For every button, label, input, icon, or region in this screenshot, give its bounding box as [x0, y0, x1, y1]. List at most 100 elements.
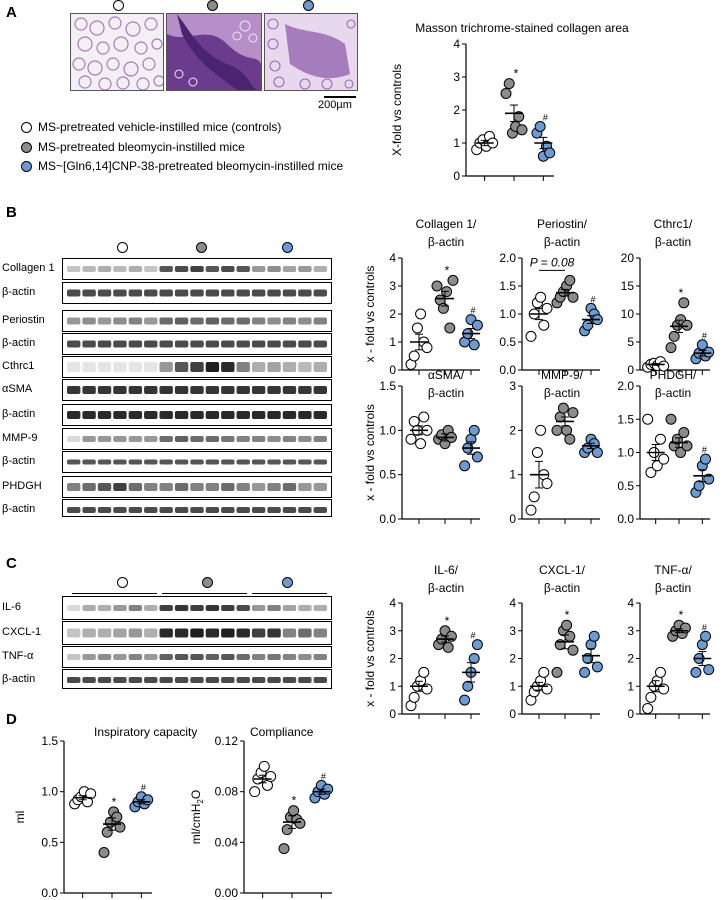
compliance-title: Compliance [250, 725, 314, 739]
cxcl1-point [538, 666, 550, 678]
tnfa-point [690, 666, 702, 678]
blot-c-group-dot-control [117, 577, 128, 588]
il6-y-tick-label: 2 [389, 652, 396, 666]
blot-b-label-10: β-actin [2, 503, 36, 515]
blot-c-bands-0 [67, 605, 327, 611]
legend-item-bleomycin: MS-pretreated bleomycin-instilled mice [21, 140, 245, 154]
blot-c-group-line-cnp [252, 593, 327, 594]
tnfa-y-tick-label: 1 [627, 679, 634, 693]
blot-b-label-7: MMP-9 [2, 432, 38, 444]
phdgh-point [678, 427, 690, 439]
blot-b-bands-8 [67, 459, 327, 465]
il6-y-tick-label: 1 [389, 679, 396, 693]
cthrc1-significance-mark: # [702, 331, 707, 341]
panel-letter-d: D [6, 711, 17, 728]
phdgh-point [645, 466, 657, 478]
cthrc1-significance-mark: * [679, 286, 684, 300]
mmp9-point [564, 433, 576, 445]
legend-swatch-control [21, 121, 32, 133]
mmp9-y-tick-label: 2 [509, 423, 516, 437]
cthrc1-point [696, 339, 708, 351]
cthrc1-point [665, 342, 677, 354]
blot-c-bands-1 [67, 628, 327, 638]
asma-y-tick-label: 1.0 [379, 423, 396, 437]
mmp9-y-tick-label: 1 [509, 468, 516, 482]
masson-y-label: X-fold vs controls [390, 64, 404, 156]
periostin-y-tick-label: 2.0 [499, 251, 516, 265]
masson-point [516, 124, 528, 136]
periostin-title: Periostin/ [537, 217, 588, 231]
blot-c-group-line-control [72, 593, 157, 594]
blot-b-label-5: αSMA [2, 383, 33, 395]
cxcl1-point [591, 661, 603, 673]
blot-b-bands-9 [67, 483, 327, 491]
compliance-point [258, 760, 270, 772]
cthrc1-title-line2: β-actin [655, 235, 691, 249]
ic-point [111, 811, 123, 823]
il6-y-tick-label: 4 [389, 596, 396, 610]
collagen-y-tick-label: 0 [389, 363, 396, 377]
il6-y-tick-label: 0 [389, 707, 396, 721]
blot-group-dot-bleomycin [196, 242, 207, 253]
il6-y-label: x - fold vs controls [363, 610, 377, 707]
blot-group-dot-cnp [282, 242, 293, 253]
mmp9-point [535, 424, 547, 436]
cxcl1-point [561, 619, 573, 631]
cthrc1-point [681, 319, 693, 331]
phdgh-y-tick-label: 0.0 [617, 512, 634, 526]
periostin-point [564, 274, 576, 286]
collagen-title-line2: β-actin [428, 235, 464, 249]
phdgh-title: PHDGH/ [650, 368, 697, 382]
phdgh-y-tick-label: 1.0 [617, 446, 634, 460]
phdgh-y-tick-label: 2.0 [617, 379, 634, 393]
group-dot-cnp [303, 0, 314, 11]
tnfa-significance-mark: * [679, 608, 684, 622]
collagen-point [411, 322, 423, 334]
phdgh-title-line2: β-actin [655, 386, 691, 400]
mmp9-point [551, 424, 563, 436]
phdgh-point [654, 433, 666, 445]
masson-y-tick-label: 0 [453, 169, 460, 183]
compliance-y-tick-label: 0.08 [215, 785, 239, 799]
blot-b-bands-3 [67, 340, 327, 348]
blot-b-label-8: β-actin [2, 455, 36, 467]
blot-b-label-2: Periostin [2, 314, 45, 326]
blot-c-group-dot-bleomycin [202, 577, 213, 588]
scale-bar [324, 96, 356, 98]
compliance-point [294, 817, 306, 829]
il6-significance-mark: * [445, 614, 450, 628]
compliance-point [265, 770, 277, 782]
periostin-significance-mark: # [590, 294, 595, 304]
masson-point [500, 88, 512, 99]
blot-b-label-1: β-actin [2, 286, 36, 298]
cxcl1-y-tick-label: 4 [509, 596, 516, 610]
cxcl1-title: CXCL-1/ [539, 563, 586, 577]
cxcl1-y-tick-label: 3 [509, 624, 516, 638]
asma-title: αSMA/ [428, 368, 465, 382]
blot-c-label-3: β-actin [2, 673, 36, 685]
collagen-title: Collagen 1/ [416, 217, 477, 231]
blot-b-bands-10 [67, 507, 327, 513]
legend-swatch-cnp [21, 160, 32, 172]
blot-b-label-9: PHDGH [2, 480, 42, 492]
cthrc1-title: Cthrc1/ [654, 217, 693, 231]
tnfa-title-line2: β-actin [655, 581, 691, 595]
ic-point [101, 826, 113, 838]
blot-c-bands-3 [67, 677, 327, 683]
phdgh-significance-mark: # [702, 445, 707, 455]
collagen-significance-mark: * [445, 263, 450, 277]
mmp9-y-tick-label: 3 [509, 379, 516, 393]
asma-point [471, 451, 483, 463]
blot-c-group-dot-cnp [282, 577, 293, 588]
collagen-point [408, 350, 420, 362]
collagen-point [447, 274, 459, 286]
cthrc1-y-tick-label: 20 [621, 251, 635, 265]
ic-y-tick-label: 1.5 [41, 734, 58, 748]
il6-point [471, 639, 483, 651]
masson-y-tick-label: 4 [453, 37, 460, 51]
blot-b-label-4: Cthrc1 [2, 360, 35, 372]
legend-item-control: MS-pretreated vehicle-instilled mice (co… [21, 120, 281, 134]
masson-point [534, 121, 546, 132]
ic-title: Inspiratory capacity [94, 725, 197, 739]
